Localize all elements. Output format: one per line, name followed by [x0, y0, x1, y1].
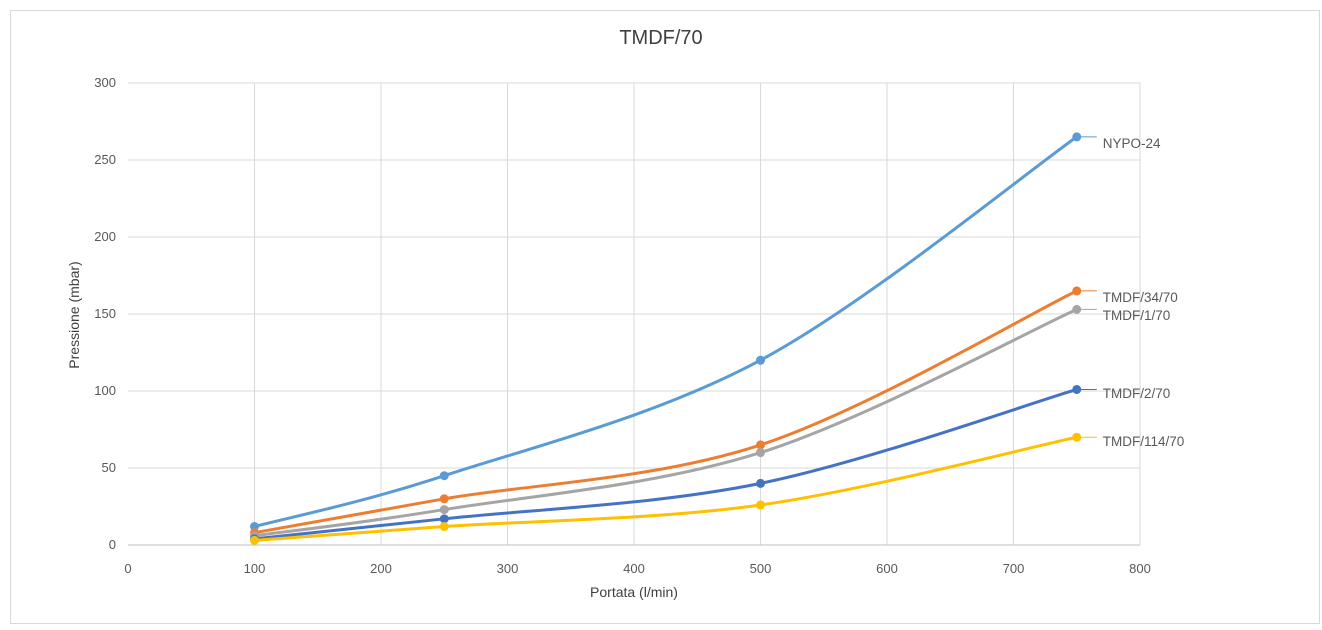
- x-tick-label: 300: [497, 561, 519, 576]
- x-tick-label: 100: [244, 561, 266, 576]
- x-tick-label: 0: [124, 561, 131, 576]
- series-line: [253, 307, 1079, 538]
- y-tick-label: 50: [102, 460, 116, 475]
- y-tick-label: 0: [109, 537, 116, 552]
- data-point: [439, 471, 449, 481]
- series-labels: NYPO-24 TMDF/34/70 TMDF/1/70 TMDF/2/70 TMDF/…: [1076, 136, 1185, 449]
- data-point: [250, 535, 259, 545]
- series-label: NYPO-24: [1103, 136, 1161, 151]
- x-axis-label: Portata (l/min): [590, 584, 678, 600]
- series-label: TMDF/1/70: [1103, 308, 1171, 323]
- data-point: [439, 494, 449, 504]
- series-lines: [250, 132, 1082, 545]
- series-label: TMDF/2/70: [1103, 386, 1171, 401]
- chart-frame: [10, 10, 1320, 624]
- axis-ticks: 0 50 100 150 200 250 300 0 100 200 300 400 500 600 700…: [94, 75, 1151, 576]
- y-tick-label: 200: [94, 229, 116, 244]
- series-line: [253, 135, 1079, 529]
- x-tick-label: 800: [1129, 561, 1151, 576]
- series-label: TMDF/114/70: [1103, 434, 1185, 449]
- data-point: [439, 522, 449, 532]
- data-point: [756, 448, 765, 458]
- x-tick-label: 500: [750, 561, 772, 576]
- grid: [128, 82, 1141, 546]
- series-line: [253, 435, 1079, 542]
- data-point: [250, 522, 259, 532]
- series-line: [253, 387, 1079, 541]
- data-point: [756, 500, 765, 510]
- data-point: [756, 478, 765, 488]
- y-tick-label: 100: [94, 383, 116, 398]
- y-tick-label: 250: [94, 152, 116, 167]
- x-tick-label: 700: [1003, 561, 1025, 576]
- chart-title: TMDF/70: [619, 27, 703, 49]
- x-tick-label: 600: [876, 561, 898, 576]
- y-tick-label: 300: [94, 75, 116, 90]
- series-label: TMDF/34/70: [1103, 290, 1178, 305]
- data-point: [756, 440, 765, 450]
- y-tick-label: 150: [94, 306, 116, 321]
- data-point: [439, 514, 449, 524]
- x-tick-label: 400: [623, 561, 645, 576]
- x-tick-label: 200: [370, 561, 392, 576]
- data-point: [756, 355, 765, 365]
- data-point: [439, 505, 449, 515]
- series-line: [253, 289, 1079, 535]
